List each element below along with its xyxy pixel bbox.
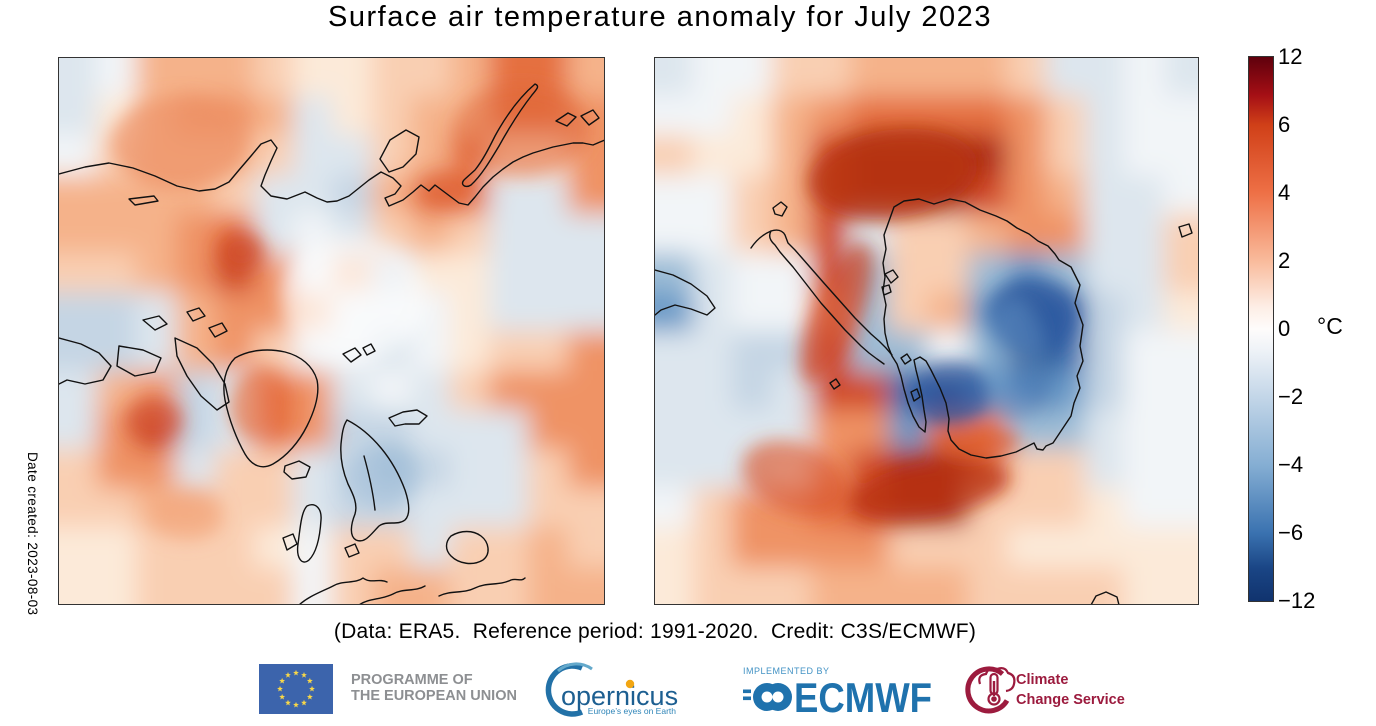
svg-text:opernicus: opernicus: [561, 681, 678, 711]
svg-text:Europe’s eyes on Earth: Europe’s eyes on Earth: [588, 706, 676, 716]
svg-text:Climate: Climate: [1016, 672, 1068, 688]
svg-text:IMPLEMENTED BY: IMPLEMENTED BY: [743, 666, 830, 676]
svg-text:Change Service: Change Service: [1016, 692, 1125, 708]
svg-text:ECMWF: ECMWF: [794, 674, 932, 718]
